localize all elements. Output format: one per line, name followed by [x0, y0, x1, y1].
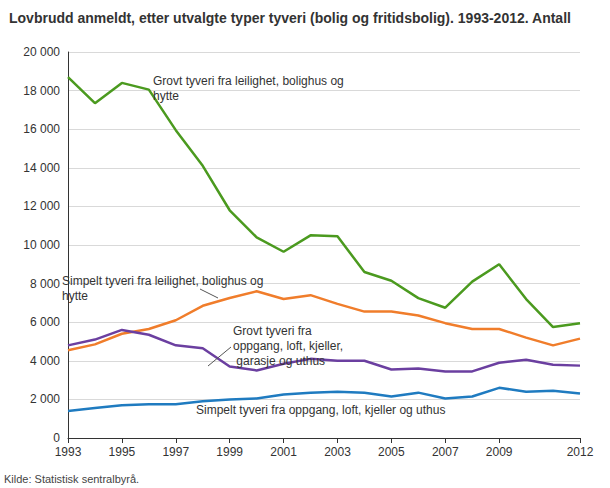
svg-text:Lovbrudd anmeldt, etter utvalg: Lovbrudd anmeldt, etter utvalgte typer t…: [9, 10, 571, 26]
svg-text:Grovt tyveri fra: Grovt tyveri fra: [233, 324, 315, 338]
svg-text:oppgang, loft, kjeller,: oppgang, loft, kjeller,: [233, 339, 343, 353]
svg-text:14 000: 14 000: [23, 161, 60, 175]
svg-text:2 000: 2 000: [30, 392, 60, 406]
svg-text:1993: 1993: [55, 445, 82, 459]
svg-text:hytte: hytte: [153, 89, 179, 103]
svg-text:1997: 1997: [162, 445, 189, 459]
svg-text:Simpelt tyveri fra leilighet,: Simpelt tyveri fra leilighet, bolighus o…: [62, 274, 267, 288]
svg-text:12 000: 12 000: [23, 199, 60, 213]
svg-text:20 000: 20 000: [23, 45, 60, 59]
svg-text:16 000: 16 000: [23, 122, 60, 136]
svg-text:6 000: 6 000: [30, 315, 60, 329]
svg-text:1995: 1995: [109, 445, 136, 459]
svg-text:Grovt tyveri fra leilighet, bo: Grovt tyveri fra leilighet, bolighus og: [153, 74, 347, 88]
svg-text:2005: 2005: [378, 445, 405, 459]
svg-text:2009: 2009: [486, 445, 513, 459]
svg-text:0: 0: [53, 431, 60, 445]
svg-text:2007: 2007: [432, 445, 459, 459]
svg-text:Kilde: Statistisk sentralbyrå.: Kilde: Statistisk sentralbyrå.: [4, 473, 139, 485]
svg-text:1999: 1999: [216, 445, 243, 459]
svg-text:18 000: 18 000: [23, 84, 60, 98]
svg-text:garasje og uthus: garasje og uthus: [233, 354, 325, 368]
svg-text:2001: 2001: [270, 445, 297, 459]
svg-text:2012: 2012: [567, 445, 594, 459]
svg-text:4 000: 4 000: [30, 354, 60, 368]
svg-text:10 000: 10 000: [23, 238, 60, 252]
svg-text:Simpelt tyveri fra oppgang, lo: Simpelt tyveri fra oppgang, loft, kjelle…: [196, 403, 445, 417]
svg-text:hytte: hytte: [62, 289, 88, 303]
svg-text:2003: 2003: [324, 445, 351, 459]
svg-text:8 000: 8 000: [30, 277, 60, 291]
